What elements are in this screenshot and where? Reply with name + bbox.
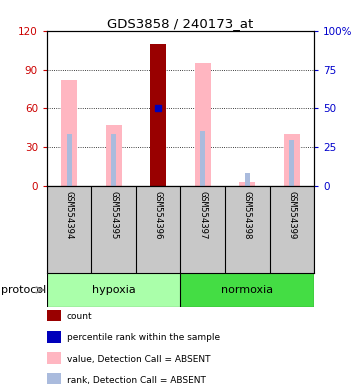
Text: GSM554396: GSM554396 xyxy=(154,190,163,239)
Text: hypoxia: hypoxia xyxy=(92,285,136,295)
Text: GSM554395: GSM554395 xyxy=(109,190,118,239)
Bar xyxy=(289,139,295,186)
Bar xyxy=(195,63,210,186)
Title: GDS3858 / 240173_at: GDS3858 / 240173_at xyxy=(107,17,254,30)
Bar xyxy=(200,131,205,186)
Text: GSM554398: GSM554398 xyxy=(243,190,252,239)
Bar xyxy=(180,273,314,307)
Text: count: count xyxy=(67,312,92,321)
Bar xyxy=(106,125,122,186)
Bar xyxy=(245,173,250,186)
Bar xyxy=(66,134,72,186)
Bar xyxy=(61,80,77,186)
Text: value, Detection Call = ABSENT: value, Detection Call = ABSENT xyxy=(67,354,210,364)
Text: rank, Detection Call = ABSENT: rank, Detection Call = ABSENT xyxy=(67,376,206,384)
Bar xyxy=(151,44,166,186)
Text: GSM554399: GSM554399 xyxy=(287,190,296,239)
Text: percentile rank within the sample: percentile rank within the sample xyxy=(67,333,220,343)
Text: normoxia: normoxia xyxy=(221,285,273,295)
Text: GSM554397: GSM554397 xyxy=(198,190,207,239)
Bar xyxy=(47,273,180,307)
Bar xyxy=(284,134,300,186)
Text: protocol: protocol xyxy=(1,285,46,295)
Bar xyxy=(111,134,116,186)
Text: GSM554394: GSM554394 xyxy=(65,190,74,239)
Bar xyxy=(239,182,255,186)
